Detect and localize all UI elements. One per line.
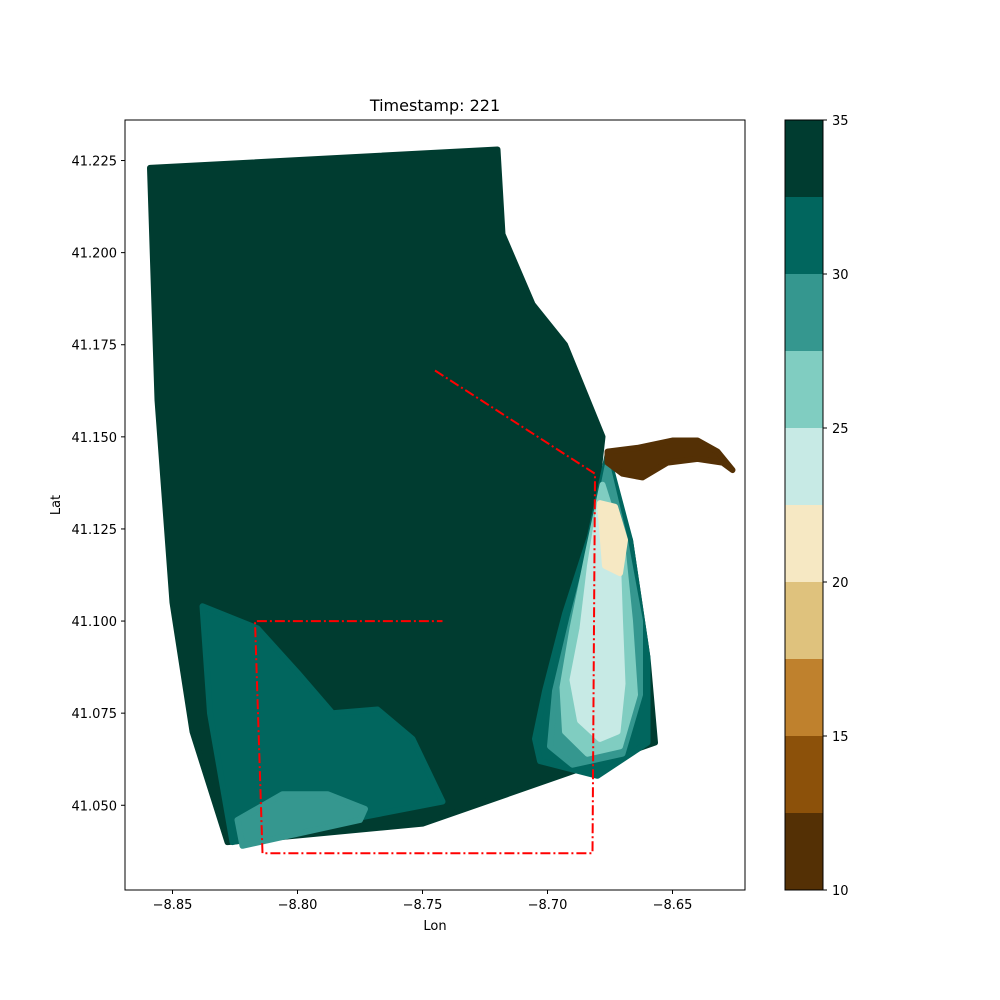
x-tick-label: −8.80 [278, 898, 318, 913]
y-tick-label: 41.050 [72, 799, 118, 814]
salinity-region-8 [604, 437, 736, 481]
x-axis-ticks: −8.85 −8.80 −8.75 −8.70 −8.65 [153, 890, 693, 913]
colorbar-band [785, 428, 823, 505]
x-tick-label: −8.65 [653, 898, 693, 913]
chart-title: Timestamp: 221 [369, 96, 500, 115]
colorbar-band [785, 659, 823, 736]
y-tick-label: 41.225 [72, 155, 118, 170]
colorbar: 10 15 20 25 30 35 [784, 114, 849, 899]
colorbar-tick-label: 35 [832, 114, 849, 129]
colorbar-frame [784, 119, 824, 891]
colorbar-band [785, 505, 823, 582]
colorbar-band [785, 274, 823, 351]
colorbar-band [785, 351, 823, 428]
x-tick-label: −8.75 [403, 898, 443, 913]
y-tick-label: 41.075 [72, 707, 118, 722]
colorbar-band [785, 736, 823, 813]
colorbar-band [785, 813, 823, 890]
colorbar-tick-label: 10 [832, 884, 849, 899]
colorbar-band [785, 197, 823, 274]
salinity-region-7 [597, 500, 628, 577]
plot-frame [124, 119, 746, 891]
x-axis-label: Lon [423, 919, 446, 934]
colorbar-tick-label: 25 [832, 422, 849, 437]
salinity-regions [147, 146, 736, 849]
colorbar-band [785, 120, 823, 197]
colorbar-tick-label: 20 [832, 576, 849, 591]
colorbar-band [785, 582, 823, 659]
y-tick-label: 41.150 [72, 431, 118, 446]
y-tick-label: 41.125 [72, 523, 118, 538]
salinity-region-1 [199, 603, 446, 846]
x-tick-label: −8.70 [528, 898, 568, 913]
y-axis-ticks: 41.050 41.075 41.100 41.125 41.150 41.175 41.2… [72, 155, 125, 814]
x-tick-label: −8.85 [153, 898, 193, 913]
colorbar-tick-label: 30 [832, 268, 849, 283]
salinity-region-2 [234, 791, 368, 849]
boundary-line [253, 369, 597, 855]
y-tick-label: 41.100 [72, 615, 118, 630]
y-axis-label: Lat [49, 495, 64, 515]
y-tick-label: 41.200 [72, 247, 118, 262]
y-tick-label: 41.175 [72, 339, 118, 354]
colorbar-tick-label: 15 [832, 730, 849, 745]
boundary-layer [253, 369, 597, 855]
